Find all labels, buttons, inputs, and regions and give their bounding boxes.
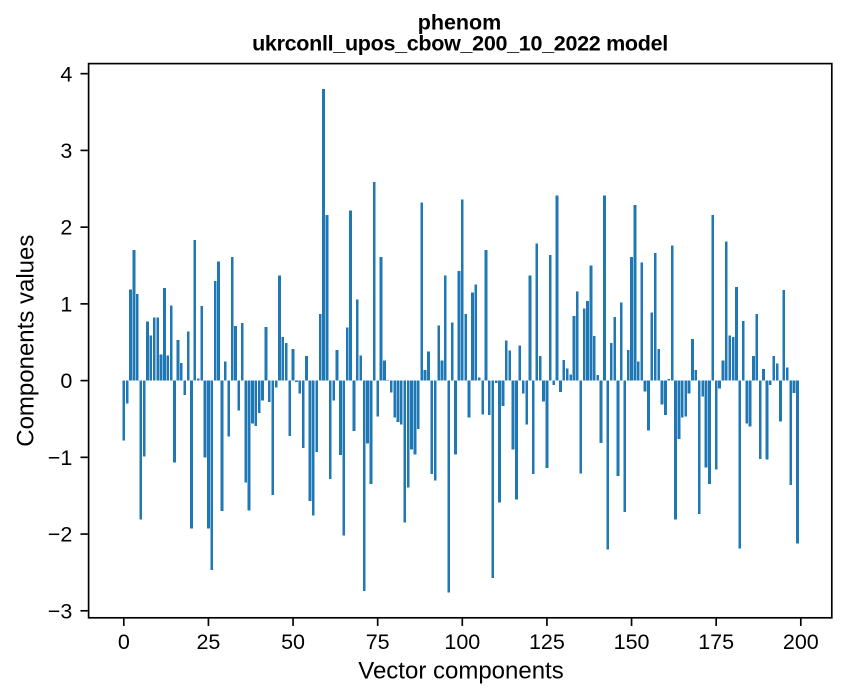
svg-text:50: 50 [281,630,305,654]
svg-text:−3: −3 [48,599,73,623]
svg-text:phenom: phenom [418,11,502,35]
svg-text:−2: −2 [48,523,73,547]
svg-text:3: 3 [60,139,72,163]
svg-text:150: 150 [614,630,650,654]
svg-text:175: 175 [698,630,734,654]
svg-text:0: 0 [118,630,130,654]
svg-text:75: 75 [366,630,390,654]
svg-text:25: 25 [196,630,220,654]
svg-text:ukrconll_upos_cbow_200_10_2022: ukrconll_upos_cbow_200_10_2022 model [252,32,668,56]
svg-text:2: 2 [60,216,72,240]
svg-text:1: 1 [60,292,72,316]
svg-text:100: 100 [444,630,480,654]
svg-text:Components values: Components values [13,235,40,447]
svg-text:0: 0 [60,369,72,393]
svg-text:Vector components: Vector components [358,657,563,684]
svg-text:200: 200 [783,630,819,654]
svg-text:125: 125 [529,630,565,654]
svg-text:4: 4 [60,62,72,86]
svg-text:−1: −1 [48,446,73,470]
